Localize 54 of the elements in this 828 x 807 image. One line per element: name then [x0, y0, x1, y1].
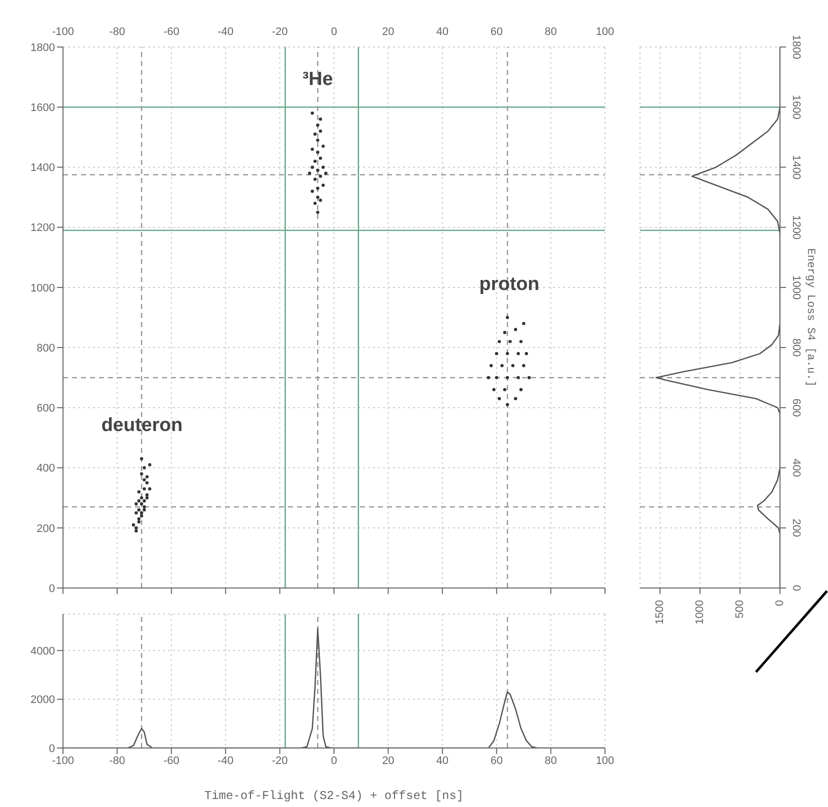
x-axis-title: Time-of-Flight (S2-S4) + offset [ns]: [204, 789, 464, 803]
y-tick-label: 600: [36, 402, 55, 415]
x-tick-label: 40: [436, 754, 449, 767]
x2-tick-label: -40: [218, 26, 234, 38]
x-tick-label: 1500: [654, 600, 666, 624]
y-tick-label: 0: [48, 582, 55, 595]
y-tick-label: 1600: [30, 102, 55, 114]
x-tick-label: -80: [109, 754, 126, 767]
y-tick-label: 1000: [790, 275, 802, 300]
x-tick-label: -100: [52, 754, 74, 767]
x-tick-label: 60: [490, 754, 503, 767]
x2-tick-label: 40: [436, 26, 449, 38]
x2-tick-label: -20: [272, 26, 288, 38]
y-tick-label: 400: [790, 458, 802, 477]
y-tick-label: 1000: [30, 282, 55, 294]
y-tick-label: 800: [790, 338, 802, 357]
x-tick-label: 0: [330, 754, 338, 767]
series-label: deuteron: [100, 414, 184, 437]
y-tick-label: 0: [790, 584, 802, 592]
x-tick-label: -60: [163, 754, 180, 767]
y-tick-label: 1800: [790, 34, 802, 60]
x-tick-label: 80: [544, 754, 557, 767]
x-tick-label: 20: [382, 754, 394, 767]
y-tick-label: 0: [48, 742, 55, 755]
x2-tick-label: -60: [163, 26, 180, 38]
x2-tick-label: -80: [109, 26, 126, 38]
y-axis-title: Energy Loss S4 [a.u.]: [804, 248, 816, 387]
y-tick-label: 1800: [30, 42, 55, 54]
x-tick-label: 0: [774, 600, 786, 606]
x-tick-label: 1000: [694, 600, 706, 624]
y-tick-label: 200: [36, 522, 55, 535]
series-label: ³He: [301, 69, 334, 92]
x2-tick-label: 0: [330, 26, 338, 38]
y-tick-label: 600: [790, 398, 802, 417]
x2-tick-label: 100: [596, 26, 614, 38]
x-tick-label: 100: [596, 754, 614, 767]
x2-tick-label: -100: [52, 26, 74, 38]
y-tick-label: 1600: [790, 94, 802, 120]
y-tick-label: 4000: [30, 645, 55, 658]
y-tick-label: 1400: [30, 162, 55, 174]
y-tick-label: 1200: [30, 222, 55, 234]
y-tick-label: 800: [36, 342, 55, 354]
x2-tick-label: 80: [544, 26, 557, 38]
y-tick-label: 1200: [790, 215, 802, 240]
y-tick-label: 200: [790, 518, 802, 538]
x2-tick-label: 60: [490, 26, 503, 38]
y-tick-label: 400: [36, 462, 55, 475]
x-tick-label: 500: [734, 600, 746, 618]
x-tick-label: -20: [272, 754, 288, 767]
x2-tick-label: 20: [382, 26, 394, 38]
y-tick-label: 2000: [30, 694, 55, 706]
series-label: proton: [478, 274, 540, 296]
x-tick-label: -40: [218, 754, 234, 767]
y-tick-label: 1400: [790, 154, 802, 180]
